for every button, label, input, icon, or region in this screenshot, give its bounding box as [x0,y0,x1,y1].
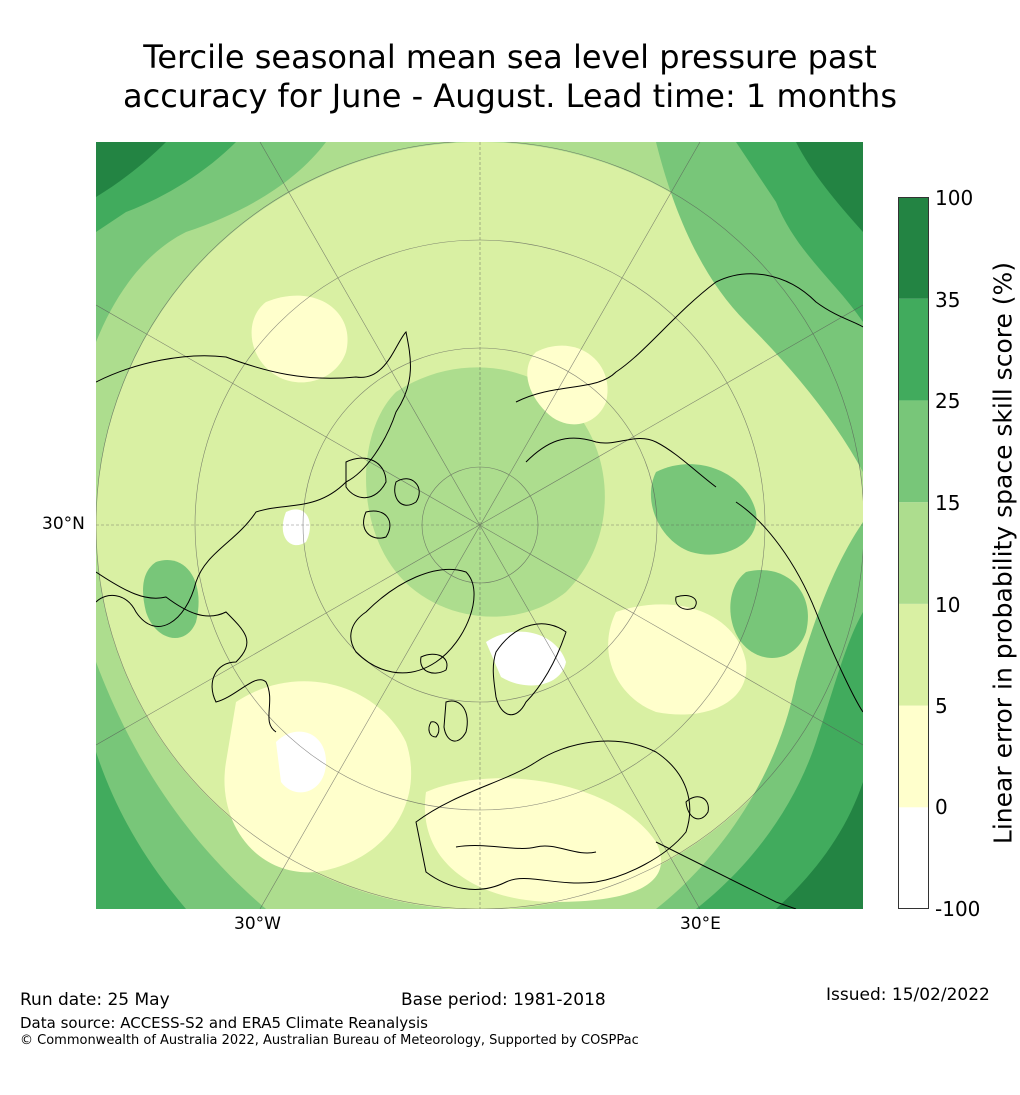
skill-region-se-dark [696,612,863,909]
skill-region-pale-4 [251,295,348,383]
coastline-middle-east [655,841,797,909]
skill-region-green-2 [730,570,808,659]
skill-region-sw-dark [96,752,186,909]
skill-region-se-darkest [776,782,863,909]
colorbar-border [898,197,929,909]
map-title: Tercile seasonal mean sea level pressure… [0,38,1020,116]
skill-region-green-3 [143,560,199,639]
colorbar-tick: 5 [935,694,948,718]
base-period: Base period: 1981-2018 [401,990,606,1010]
coastline-british-isles [428,700,468,742]
colorbar [898,197,929,909]
colorbar-tick: 25 [935,389,961,413]
skill-region-pale-2 [424,778,662,902]
issued-date: Issued: 15/02/2022 [826,985,990,1005]
colorbar-tick: 35 [935,288,961,312]
graticule [96,142,863,909]
colorbar-bin [898,705,929,808]
coastline-north-america-east [96,571,277,733]
coastline-russia-north [515,273,863,403]
colorbar-bin [898,603,929,706]
skill-region-neg-2 [486,631,566,686]
coastline-asia-east [735,501,863,713]
coastline-iceland [420,653,448,674]
skill-region-pale-3 [608,604,747,715]
run-date: Run date: 25 May [20,990,170,1010]
colorbar-bin [898,298,929,401]
coastline-caspian [685,796,709,820]
meridian-line [96,304,863,746]
colorbar-bin [898,197,929,299]
skill-region-neg-1 [276,731,326,793]
coastline-arctic-islands [345,457,420,539]
colorbar-tick: -100 [935,897,981,921]
coastlines [96,273,863,909]
colorbar-tick: 100 [935,186,974,210]
copyright: © Commonwealth of Australia 2022, Austra… [20,1033,639,1048]
skill-region-green-1 [650,464,757,555]
coastline-scandinavia [492,623,567,715]
latitude-label-30n: 30°N [42,514,85,534]
skill-region-pale-5 [527,345,608,425]
colorbar-bin [898,400,929,503]
colorbar-tick: 15 [935,491,961,515]
skill-region-ne-darkest [796,142,863,232]
skill-region-nw-darkest [96,142,166,197]
coastline-mediterranean [455,845,597,854]
longitude-label-30e: 30°E [680,914,721,934]
coastline-europe [415,740,691,890]
colorbar-bin [898,807,929,909]
colorbar-tick: 10 [935,593,961,617]
colorbar-tick: 0 [935,795,948,819]
skill-region-neg-3 [282,509,310,546]
title-line-1: Tercile seasonal mean sea level pressure… [143,38,877,76]
title-line-2: accuracy for June - August. Lead time: 1… [123,77,897,115]
coastline-greenland [350,568,475,674]
colorbar-title: Linear error in probability space skill … [988,261,1018,845]
longitude-label-30w: 30°W [234,914,281,934]
coastline-north-america [96,330,411,627]
data-source: Data source: ACCESS-S2 and ERA5 Climate … [20,1014,428,1032]
colorbar-bin [898,502,929,604]
skill-region-central [366,367,605,617]
polar-skill-map [96,142,863,909]
coastline-lake [675,594,697,610]
coastline-russia-arc [525,437,717,488]
